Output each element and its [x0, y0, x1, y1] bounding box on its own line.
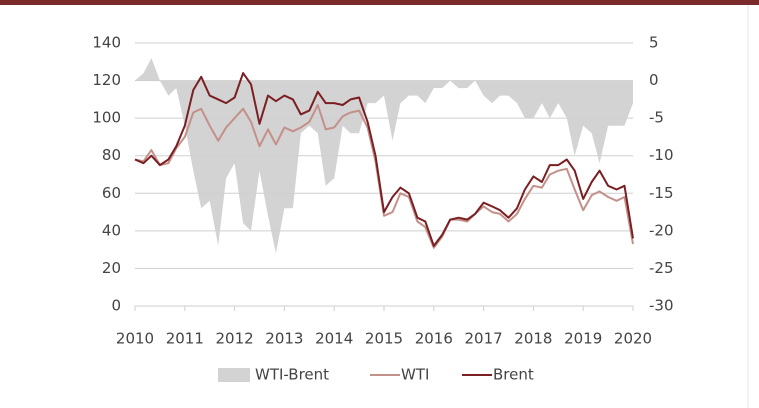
y2-tick-label: -20 — [649, 221, 674, 239]
x-tick-label: 2020 — [614, 330, 652, 348]
legend-label: Brent — [493, 366, 534, 384]
x-tick-label: 2011 — [166, 330, 204, 348]
legend-label: WTI — [401, 366, 429, 384]
spread-area — [135, 58, 633, 254]
y2-tick-label: 5 — [649, 34, 659, 52]
x-tick-label: 2015 — [365, 330, 403, 348]
y2-tick-label: -30 — [649, 297, 674, 315]
price-line — [134, 72, 634, 247]
y-tick-label: 140 — [92, 34, 121, 52]
legend-label: WTI-Brent — [255, 366, 329, 384]
y-tick-label: 20 — [102, 259, 121, 277]
legend-swatch — [218, 368, 250, 382]
x-tick-label: 2017 — [465, 330, 503, 348]
x-tick-label: 2016 — [415, 330, 453, 348]
y-tick-label: 100 — [92, 109, 121, 127]
x-tick-label: 2012 — [216, 330, 254, 348]
top-bar — [0, 0, 759, 5]
y-tick-label: 80 — [102, 146, 121, 164]
y2-tick-label: -15 — [649, 184, 674, 202]
x-tick-label: 2010 — [116, 330, 154, 348]
y2-tick-label: -10 — [649, 146, 674, 164]
y2-tick-label: -25 — [649, 259, 674, 277]
y-tick-label: 60 — [102, 184, 121, 202]
y-tick-label: 40 — [102, 221, 121, 239]
x-tick-label: 2019 — [564, 330, 602, 348]
y-tick-label: 0 — [111, 297, 121, 315]
x-tick-label: 2013 — [265, 330, 303, 348]
x-tick-label: 2014 — [315, 330, 353, 348]
y2-tick-label: 0 — [649, 71, 659, 89]
y2-tick-label: -5 — [649, 109, 664, 127]
price-line — [134, 104, 634, 249]
x-tick-label: 2018 — [514, 330, 552, 348]
y-tick-label: 120 — [92, 71, 121, 89]
